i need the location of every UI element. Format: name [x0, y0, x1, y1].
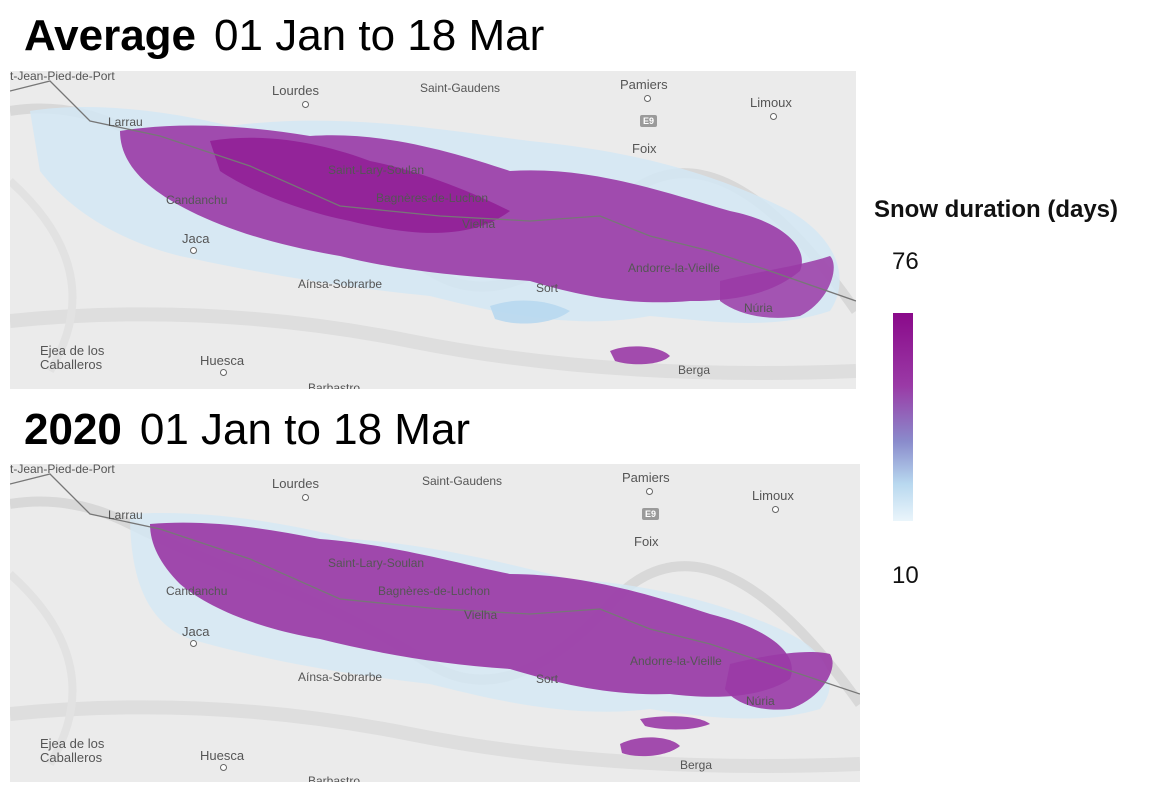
- map-dot-huesca: [220, 369, 227, 376]
- map-label-larrau: Larrau: [108, 115, 143, 129]
- map-label-sort: Sort: [536, 281, 559, 295]
- map-label-huesca: Huesca: [200, 748, 245, 763]
- map-label-saint-gaudens: Saint-Gaudens: [422, 474, 503, 488]
- map-label-pamiers: Pamiers: [622, 470, 670, 485]
- map-dot-lourdes: [302, 494, 309, 501]
- map-label-foix: Foix: [634, 534, 659, 549]
- map-label-ejea-line1: Ejea de los: [40, 343, 105, 358]
- legend-title: Snow duration (days): [874, 196, 1119, 223]
- map-label-larrau: Larrau: [108, 508, 143, 522]
- map-label-jaca: Jaca: [182, 624, 210, 639]
- map-label-vielha: Vielha: [462, 217, 496, 231]
- legend-max-value: 76: [892, 248, 919, 275]
- map-dot-pamiers: [646, 488, 653, 495]
- map-label-lourdes: Lourdes: [272, 476, 319, 491]
- map-label-ejea-line2: Caballeros: [40, 357, 103, 372]
- map-dot-huesca: [220, 764, 227, 771]
- map-label-saint-lary: Saint-Lary-Soulan: [328, 556, 425, 570]
- map-label-st-jean: t-Jean-Pied-de-Port: [10, 71, 115, 83]
- map-label-barbastro: Barbastro: [308, 381, 361, 389]
- map-dot-jaca: [190, 247, 197, 254]
- map-dot-limoux: [770, 113, 777, 120]
- map-label-vielha: Vielha: [464, 608, 498, 622]
- map-label-candanchu: Candanchu: [166, 584, 228, 598]
- panel-title-range: 01 Jan to 18 Mar: [214, 11, 545, 60]
- map-label-sort: Sort: [536, 672, 559, 686]
- map-label-candanchu: Candanchu: [166, 193, 228, 207]
- map-dot-limoux: [772, 506, 779, 513]
- map-label-e9: E9: [642, 508, 660, 520]
- map-label-nuria: Núria: [746, 694, 775, 708]
- map-label-e9: E9: [640, 115, 658, 127]
- map-label-saint-lary: Saint-Lary-Soulan: [328, 163, 425, 177]
- snow-map-average[interactable]: t-Jean-Pied-de-Port Lourdes Saint-Gauden…: [10, 71, 856, 389]
- map-label-ainsa: Aínsa-Sobrarbe: [298, 670, 383, 684]
- map-label-foix: Foix: [632, 141, 657, 156]
- map-label-limoux: Limoux: [752, 488, 794, 503]
- map-label-limoux: Limoux: [750, 95, 792, 110]
- map-label-st-jean: t-Jean-Pied-de-Port: [10, 464, 115, 476]
- panel-title-2020: 2020 01 Jan to 18 Mar: [24, 408, 470, 452]
- map-label-lourdes: Lourdes: [272, 83, 319, 98]
- legend-color-bar: [893, 313, 913, 521]
- map-dot-lourdes: [302, 101, 309, 108]
- map-dot-jaca: [190, 640, 197, 647]
- map-label-saint-gaudens: Saint-Gaudens: [420, 81, 501, 95]
- map-label-andorre: Andorre-la-Vieille: [628, 261, 720, 275]
- map-label-andorre: Andorre-la-Vieille: [630, 654, 722, 668]
- map-label-barbastro: Barbastro: [308, 774, 361, 782]
- panel-title-bold: Average: [24, 11, 197, 60]
- map-dot-pamiers: [644, 95, 651, 102]
- map-label-pamiers: Pamiers: [620, 77, 668, 92]
- snow-map-average-layer: [10, 71, 856, 389]
- panel-title-range: 01 Jan to 18 Mar: [139, 405, 471, 454]
- map-label-bagneres: Bagnères-de-Luchon: [376, 191, 489, 205]
- panel-title-bold: 2020: [24, 405, 122, 454]
- map-label-nuria: Núria: [744, 301, 773, 315]
- map-label-berga: Berga: [680, 758, 713, 772]
- map-label-ainsa: Aínsa-Sobrarbe: [298, 277, 383, 291]
- map-label-bagneres: Bagnères-de-Luchon: [378, 584, 491, 598]
- map-label-jaca: Jaca: [182, 231, 210, 246]
- map-label-berga: Berga: [678, 363, 711, 377]
- map-label-ejea-line2: Caballeros: [40, 750, 103, 765]
- panel-title-average: Average 01 Jan to 18 Mar: [24, 14, 544, 58]
- map-label-huesca: Huesca: [200, 353, 245, 368]
- legend-min-value: 10: [892, 562, 919, 589]
- snow-map-2020-layer: [10, 464, 860, 782]
- map-label-ejea-line1: Ejea de los: [40, 736, 105, 751]
- snow-map-2020[interactable]: t-Jean-Pied-de-Port Lourdes Saint-Gauden…: [10, 464, 860, 782]
